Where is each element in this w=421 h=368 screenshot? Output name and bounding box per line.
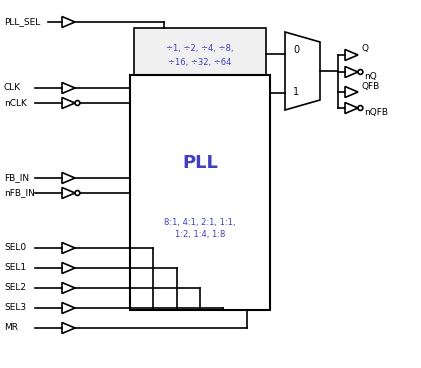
- Text: PLL_SEL: PLL_SEL: [4, 18, 40, 26]
- Text: 0: 0: [293, 45, 299, 55]
- Text: nFB_IN: nFB_IN: [4, 188, 35, 198]
- Text: ÷16, ÷32, ÷64: ÷16, ÷32, ÷64: [168, 57, 232, 67]
- Text: SEL2: SEL2: [4, 283, 26, 293]
- Text: SEL3: SEL3: [4, 304, 26, 312]
- Text: nCLK: nCLK: [4, 99, 27, 107]
- Text: PLL: PLL: [182, 153, 218, 171]
- Text: nQFB: nQFB: [364, 109, 388, 117]
- Text: MR: MR: [4, 323, 18, 333]
- Polygon shape: [285, 32, 320, 110]
- Text: CLK: CLK: [4, 84, 21, 92]
- Text: nQ: nQ: [364, 72, 377, 81]
- Text: ÷1, ÷2, ÷4, ÷8,: ÷1, ÷2, ÷4, ÷8,: [166, 45, 234, 53]
- Text: FB_IN: FB_IN: [4, 173, 29, 183]
- Text: 8:1, 4:1, 2:1, 1:1,: 8:1, 4:1, 2:1, 1:1,: [164, 218, 236, 227]
- Text: SEL1: SEL1: [4, 263, 26, 272]
- Text: 1: 1: [293, 87, 299, 97]
- Text: 1:2, 1:4, 1:8: 1:2, 1:4, 1:8: [175, 230, 225, 239]
- Text: QFB: QFB: [361, 81, 379, 91]
- Text: SEL0: SEL0: [4, 244, 26, 252]
- Bar: [134, 28, 266, 80]
- Text: Q: Q: [361, 45, 368, 53]
- Bar: [130, 75, 270, 310]
